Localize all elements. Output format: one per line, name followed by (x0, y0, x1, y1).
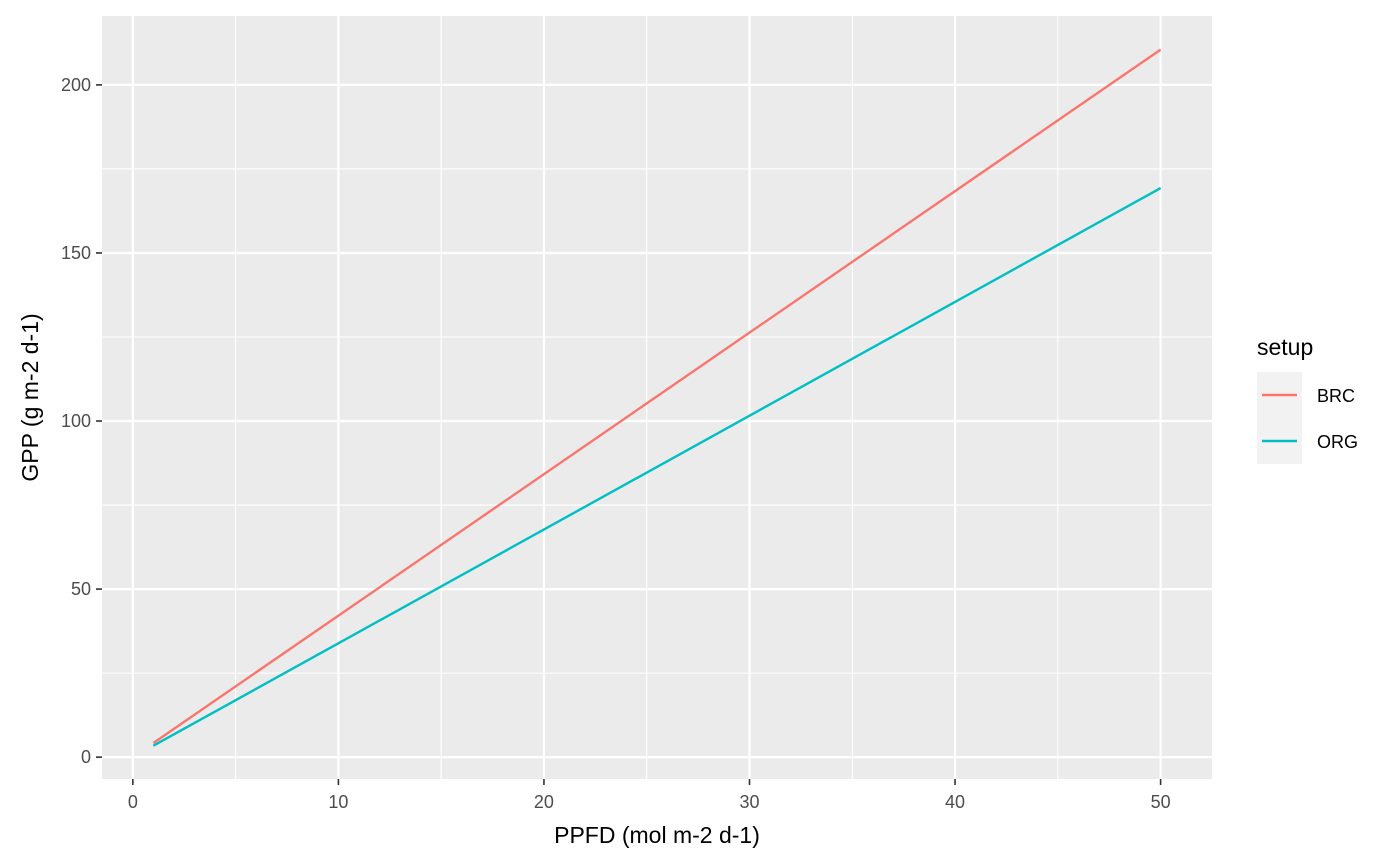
legend: setup BRC ORG (1257, 334, 1358, 464)
x-axis-title: PPFD (mol m-2 d-1) (554, 822, 760, 848)
legend-key-background (1257, 372, 1302, 464)
y-axis: 0 50 100 150 200 (61, 75, 102, 767)
x-tick-label: 0 (128, 792, 138, 812)
x-tick-label: 40 (945, 792, 965, 812)
x-tick-label: 30 (739, 792, 759, 812)
series-line-org (152, 187, 1162, 747)
x-axis: 0 10 20 30 40 50 (128, 779, 1171, 812)
legend-title: setup (1257, 334, 1313, 360)
legend-label-brc: BRC (1317, 386, 1355, 406)
legend-label-org: ORG (1317, 432, 1358, 452)
major-grid (102, 16, 1212, 779)
y-tick-label: 50 (71, 579, 91, 599)
minor-grid (102, 16, 1212, 779)
y-axis-title: GPP (g m-2 d-1) (17, 313, 43, 481)
x-tick-label: 10 (328, 792, 348, 812)
y-tick-label: 150 (61, 243, 91, 263)
y-tick-label: 200 (61, 75, 91, 95)
y-tick-label: 0 (81, 747, 91, 767)
x-tick-label: 20 (534, 792, 554, 812)
y-tick-label: 100 (61, 411, 91, 431)
series-layer (152, 48, 1162, 747)
x-tick-label: 50 (1151, 792, 1171, 812)
series-line-brc (152, 48, 1162, 745)
